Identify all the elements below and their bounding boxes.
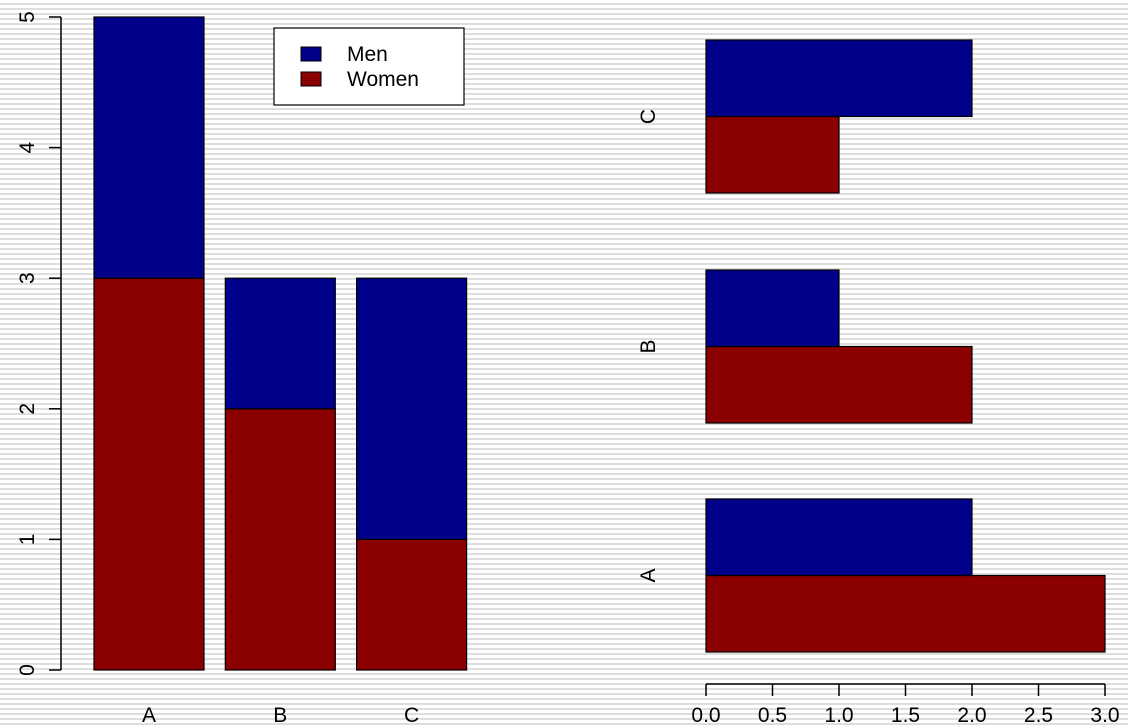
- bar-men-c: [356, 277, 468, 541]
- y-tick-label: 4: [16, 141, 39, 153]
- legend-label-women: Women: [347, 68, 419, 91]
- x-tick-label: 2.5: [1024, 704, 1053, 726]
- hbar-men-c: [705, 39, 973, 118]
- x-category-label: A: [142, 704, 156, 726]
- legend-swatch-women: [300, 71, 322, 87]
- y-category-label: B: [637, 339, 660, 353]
- bar-men-a: [93, 16, 205, 279]
- x-category-label: B: [273, 704, 287, 726]
- y-tick-label: 5: [16, 11, 39, 23]
- x-category-label: C: [404, 704, 419, 726]
- legend-swatch-men: [300, 46, 322, 62]
- x-tick-label: 0.0: [691, 704, 720, 726]
- y-category-label: A: [637, 568, 660, 582]
- y-tick-label: 3: [16, 272, 39, 284]
- hbar-men-a: [705, 498, 973, 577]
- x-tick-label: 1.5: [891, 704, 920, 726]
- x-tick-label: 2.0: [957, 704, 986, 726]
- x-tick-label: 3.0: [1090, 704, 1119, 726]
- y-tick-label: 2: [16, 403, 39, 415]
- horizontal-bar-chart: 0.0 0.5 1.0 1.5 2.0 2.5 3.0 A B C: [637, 39, 1120, 726]
- hbar-women-b: [705, 345, 973, 424]
- hbar-women-c: [705, 115, 840, 194]
- hbar-women-a: [705, 574, 1106, 653]
- legend-label-men: Men: [347, 43, 388, 66]
- y-category-label: C: [637, 109, 660, 124]
- bar-men-b: [224, 277, 336, 410]
- x-tick-label: 1.0: [824, 704, 853, 726]
- y-tick-label: 1: [16, 534, 39, 546]
- bar-women-a: [93, 277, 205, 671]
- bar-women-c: [356, 538, 468, 671]
- x-tick-label: 0.5: [758, 704, 787, 726]
- y-tick-label: 0: [16, 664, 39, 676]
- bar-women-b: [224, 408, 336, 671]
- legend-box: [273, 27, 465, 106]
- hbar-men-b: [705, 269, 840, 348]
